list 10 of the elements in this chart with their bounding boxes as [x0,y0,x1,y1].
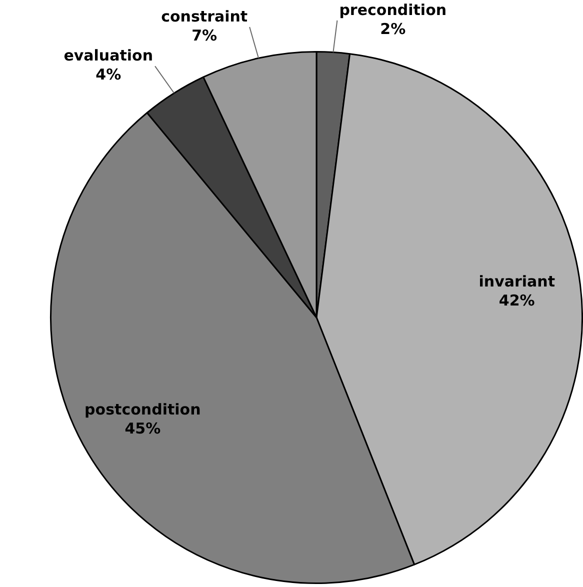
slice-label: precondition [339,0,447,19]
slice-label: constraint [161,7,248,26]
data-label: 4% [96,66,122,84]
data-label: 2% [380,20,406,38]
slice-label: invariant [478,272,555,291]
data-label: 45% [124,420,161,438]
data-label: 7% [192,26,218,44]
data-label: 42% [498,292,535,310]
slice-label: postcondition [84,400,201,419]
slice-label: evaluation [64,46,154,65]
